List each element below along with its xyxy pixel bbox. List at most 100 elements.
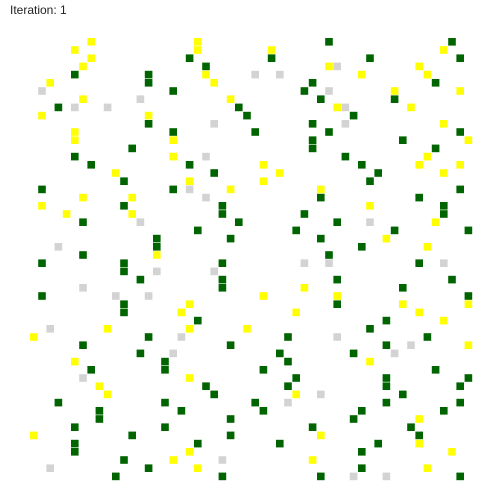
agent-cell-yellow: [464, 136, 473, 144]
empty-cell-gray: [333, 333, 341, 341]
agent-cell-yellow: [382, 234, 391, 243]
agent-cell-yellow: [185, 177, 194, 185]
agent-cell-green: [440, 210, 448, 218]
agent-cell-green: [415, 193, 423, 202]
agent-cell-green: [300, 87, 309, 95]
agent-cell-green: [308, 144, 317, 153]
agent-cell-green: [226, 341, 235, 349]
agent-cell-green: [95, 415, 104, 423]
agent-cell-green: [317, 472, 325, 481]
empty-cell-gray: [46, 325, 54, 333]
agent-cell-green: [382, 398, 391, 407]
agent-cell-green: [325, 38, 333, 46]
agent-cell-green: [349, 415, 358, 423]
agent-cell-green: [358, 407, 366, 415]
agent-cell-green: [120, 259, 128, 267]
agent-cell-green: [358, 448, 366, 456]
agent-cell-green: [382, 374, 391, 382]
agent-cell-yellow: [103, 390, 112, 399]
agent-cell-green: [284, 382, 292, 390]
agent-cell-yellow: [79, 62, 87, 71]
agent-cell-yellow: [415, 308, 423, 317]
agent-cell-green: [431, 79, 440, 87]
agent-cell-green: [456, 54, 464, 62]
agent-cell-green: [71, 448, 79, 456]
agent-cell-green: [218, 202, 227, 210]
agent-cell-green: [144, 70, 153, 79]
agent-cell-yellow: [226, 185, 235, 194]
agent-cell-yellow: [292, 390, 300, 399]
empty-cell-gray: [185, 185, 194, 194]
agent-cell-yellow: [210, 79, 218, 87]
agent-cell-yellow: [71, 357, 79, 366]
agent-cell-green: [136, 349, 145, 358]
agent-cell-green: [276, 349, 284, 358]
agent-cell-green: [382, 316, 391, 325]
agent-cell-green: [399, 390, 407, 399]
empty-cell-gray: [317, 390, 325, 399]
agent-cell-green: [423, 333, 432, 341]
agent-cell-yellow: [128, 210, 136, 218]
agent-cell-green: [415, 259, 423, 267]
agent-cell-yellow: [456, 87, 464, 95]
agent-cell-green: [120, 300, 128, 308]
agent-cell-yellow: [423, 70, 432, 79]
agent-cell-green: [161, 357, 169, 366]
agent-cell-green: [259, 366, 268, 374]
agent-cell-green: [308, 120, 317, 128]
agent-cell-yellow: [71, 136, 79, 144]
agent-cell-green: [292, 226, 300, 235]
agent-cell-yellow: [407, 103, 415, 112]
agent-cell-green: [374, 169, 382, 177]
empty-cell-gray: [251, 70, 259, 79]
agent-cell-green: [54, 398, 63, 407]
agent-cell-green: [128, 144, 136, 153]
empty-cell-gray: [382, 472, 391, 481]
agent-cell-yellow: [46, 79, 54, 87]
agent-cell-green: [153, 243, 161, 251]
agent-cell-yellow: [243, 325, 251, 333]
agent-cell-green: [144, 333, 153, 341]
agent-cell-yellow: [267, 46, 276, 54]
agent-cell-yellow: [95, 382, 104, 390]
agent-cell-yellow: [169, 456, 177, 464]
agent-cell-yellow: [169, 136, 177, 144]
agent-cell-green: [292, 374, 300, 382]
agent-cell-green: [399, 284, 407, 292]
agent-cell-green: [87, 366, 95, 374]
agent-cell-yellow: [390, 87, 399, 95]
agent-cell-green: [79, 341, 87, 349]
agent-cell-green: [161, 398, 169, 407]
agent-cell-yellow: [259, 292, 268, 300]
agent-cell-green: [218, 259, 227, 267]
agent-cell-green: [235, 103, 243, 112]
agent-cell-yellow: [71, 46, 79, 54]
empty-cell-gray: [366, 218, 374, 226]
agent-cell-yellow: [87, 38, 95, 46]
empty-cell-gray: [210, 267, 218, 276]
empty-cell-gray: [333, 62, 341, 71]
empty-cell-gray: [112, 292, 120, 300]
agent-cell-yellow: [169, 152, 177, 161]
agent-cell-green: [308, 423, 317, 431]
empty-cell-gray: [202, 152, 210, 161]
empty-cell-gray: [79, 284, 87, 292]
empty-cell-gray: [407, 341, 415, 349]
empty-cell-gray: [79, 374, 87, 382]
agent-cell-green: [120, 177, 128, 185]
agent-cell-green: [399, 136, 407, 144]
agent-cell-yellow: [276, 169, 284, 177]
agent-cell-yellow: [194, 46, 202, 54]
agent-cell-yellow: [366, 357, 374, 366]
agent-cell-green: [366, 325, 374, 333]
agent-cell-green: [95, 407, 104, 415]
agent-cell-yellow: [317, 431, 325, 440]
agent-cell-green: [448, 38, 456, 46]
agent-cell-green: [144, 464, 153, 472]
empty-cell-gray: [136, 218, 145, 226]
empty-cell-gray: [103, 103, 112, 112]
agent-cell-yellow: [226, 95, 235, 103]
agent-cell-green: [194, 226, 202, 235]
agent-cell-green: [317, 95, 325, 103]
agent-cell-green: [464, 292, 473, 300]
